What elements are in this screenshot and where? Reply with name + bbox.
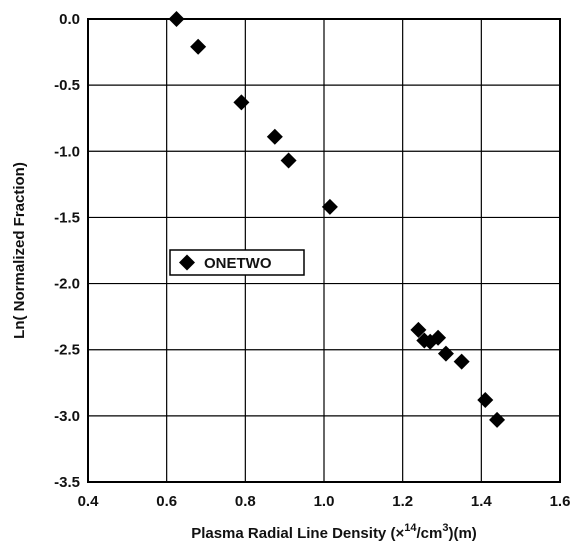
data-point [437,345,454,362]
x-axis-title-times: × [395,525,404,542]
data-point [321,198,338,215]
data-point [266,128,283,145]
x-axis-title-mid: /cm [416,525,442,542]
legend: ONETWO [169,249,305,276]
grid [87,18,561,483]
y-axis-ticks: 0.0 -0.5 -1.0 -1.5 -2.0 -2.5 -3.0 -3.5 [54,11,80,491]
x-axis-title-exp2: 3 [442,522,448,534]
y-tick-label: -0.5 [54,77,80,94]
x-tick-label: 1.6 [550,493,571,510]
data-point [233,94,250,111]
legend-label: ONETWO [204,255,272,272]
data-point [168,11,185,27]
y-axis-title: Ln( Normalized Fraction) [11,162,28,339]
y-tick-label: -3.0 [54,408,80,425]
data-point [430,329,447,346]
legend-marker-diamond [179,254,195,271]
x-tick-label: 0.6 [156,493,177,510]
data-point [453,353,470,370]
data-points [168,11,506,428]
x-axis-title-exp1: 14 [404,522,417,534]
data-point [489,411,506,428]
x-tick-label: 1.0 [314,493,335,510]
x-tick-label: 0.8 [235,493,256,510]
x-axis-title-suffix: )(m) [448,525,476,542]
y-tick-label: -1.0 [54,143,80,160]
y-tick-label: -3.5 [54,474,80,491]
data-point [280,152,297,169]
x-axis-title-prefix: Plasma Radial Line Density ( [191,525,395,542]
x-tick-label: 0.4 [78,493,100,510]
plot-area [87,18,561,483]
x-axis-title: Plasma Radial Line Density (×14/cm3)(m) [191,522,477,542]
x-tick-label: 1.2 [392,493,413,510]
y-tick-label: -1.5 [54,209,80,226]
y-tick-label: 0.0 [59,11,80,28]
x-axis-ticks: 0.4 0.6 0.8 1.0 1.2 1.4 1.6 [78,493,571,510]
y-tick-label: -2.0 [54,276,80,293]
data-point [190,38,207,55]
data-point [410,321,427,338]
x-tick-label: 1.4 [471,493,493,510]
y-tick-label: -2.5 [54,342,80,359]
data-point [477,391,494,408]
